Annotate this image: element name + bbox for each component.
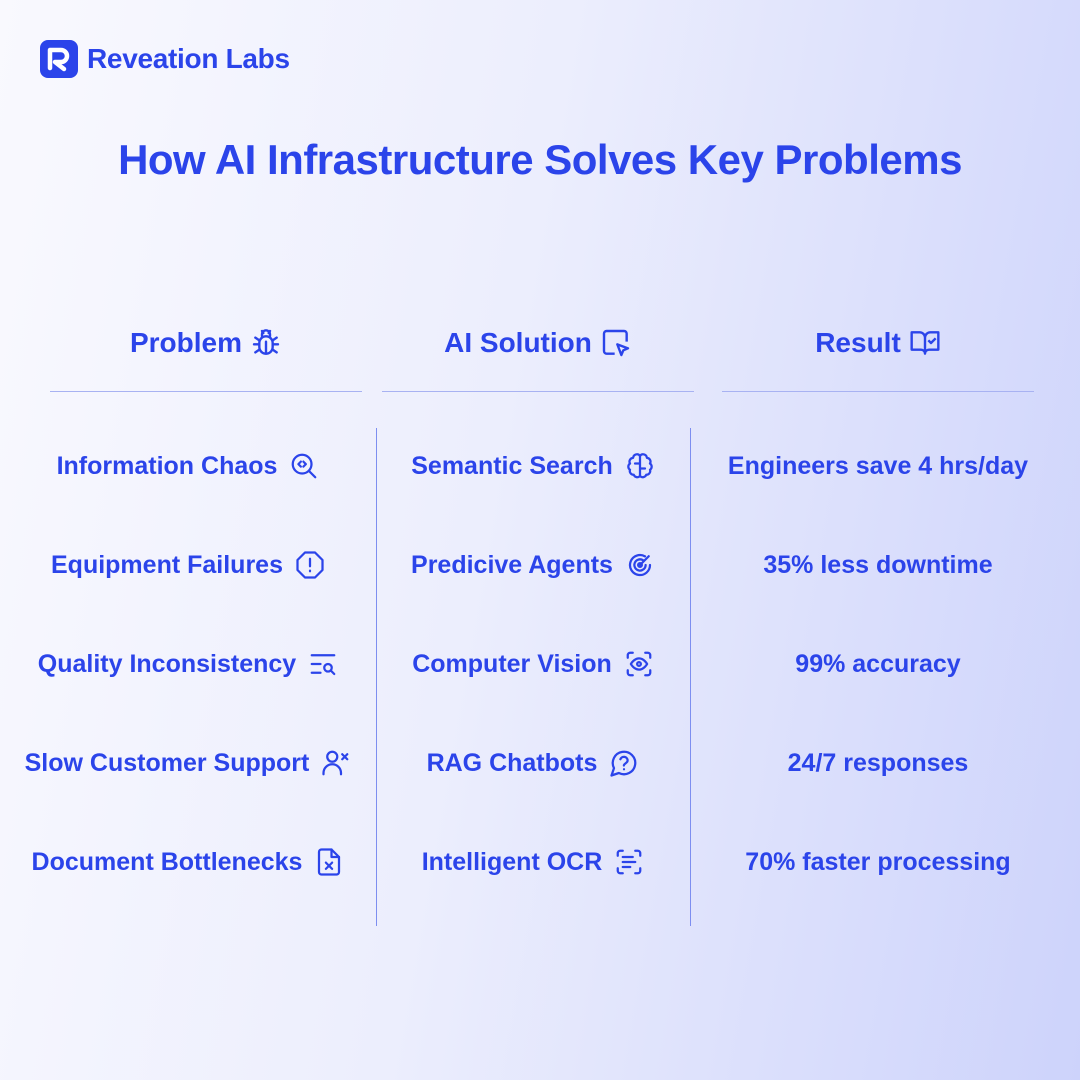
solution-cell: Predicive Agents — [376, 545, 690, 585]
result-label: 24/7 responses — [787, 748, 969, 777]
result-cell: 24/7 responses — [690, 743, 1066, 783]
result-label: 70% faster processing — [745, 847, 1011, 876]
scan-eye-icon — [626, 651, 652, 677]
problem-label: Equipment Failures — [51, 550, 283, 579]
result-label: Engineers save 4 hrs/day — [727, 451, 1029, 480]
brand-name: Reveation Labs — [87, 43, 290, 74]
problem-cell: Document Bottlenecks — [0, 842, 376, 882]
file-x-icon — [318, 848, 341, 876]
result-label: 99% accuracy — [795, 649, 961, 678]
search-code-icon — [292, 453, 317, 479]
text-search-icon — [310, 654, 336, 676]
problem-cell: Quality Inconsistency — [0, 644, 376, 684]
problem-label: Document Bottlenecks — [31, 847, 303, 876]
column-header-solution: AI Solution — [382, 320, 694, 366]
problem-cell: Information Chaos — [0, 446, 376, 486]
solution-label: Semantic Search — [411, 451, 613, 480]
solution-label: Intelligent OCR — [421, 847, 603, 876]
cursor-click-icon — [602, 329, 630, 357]
problem-label: Slow Customer Support — [24, 748, 310, 777]
column-label: Problem — [129, 327, 243, 358]
scan-text-icon — [616, 849, 642, 875]
result-cell: 70% faster processing — [690, 842, 1066, 882]
problem-cell: Slow Customer Support — [0, 743, 376, 783]
column-divider — [690, 428, 691, 926]
solution-cell: Semantic Search — [376, 446, 690, 486]
result-cell: 35% less downtime — [690, 545, 1066, 585]
solution-cell: Computer Vision — [376, 644, 690, 684]
column-header-problem: Problem — [50, 320, 362, 366]
solution-label: Predicive Agents — [411, 550, 613, 579]
problem-label: Quality Inconsistency — [37, 649, 297, 678]
divider — [382, 391, 694, 392]
result-label: 35% less downtime — [763, 550, 993, 579]
divider — [722, 391, 1034, 392]
divider — [50, 391, 362, 392]
solution-cell: RAG Chatbots — [376, 743, 690, 783]
result-cell: 99% accuracy — [690, 644, 1066, 684]
result-cell: Engineers save 4 hrs/day — [690, 446, 1066, 486]
book-check-icon — [910, 331, 940, 355]
column-label: Result — [815, 327, 901, 358]
brain-icon — [627, 453, 653, 479]
column-divider — [376, 428, 377, 926]
problem-cell: Equipment Failures — [0, 545, 376, 585]
message-question-icon — [610, 750, 637, 777]
solution-label: RAG Chatbots — [426, 748, 598, 777]
solution-label: Computer Vision — [412, 649, 612, 678]
problem-label: Information Chaos — [56, 451, 278, 480]
alert-octagon-icon — [296, 551, 324, 579]
solution-cell: Intelligent OCR — [376, 842, 690, 882]
column-label: AI Solution — [444, 327, 592, 358]
reveation-logo-icon — [40, 40, 78, 78]
page-title: How AI Infrastructure Solves Key Problem… — [118, 136, 962, 183]
column-header-result: Result — [722, 320, 1034, 366]
user-x-icon — [322, 750, 349, 776]
bug-icon — [252, 329, 280, 355]
radar-icon — [628, 553, 652, 577]
brand-logo: Reveation Labs — [40, 40, 290, 78]
